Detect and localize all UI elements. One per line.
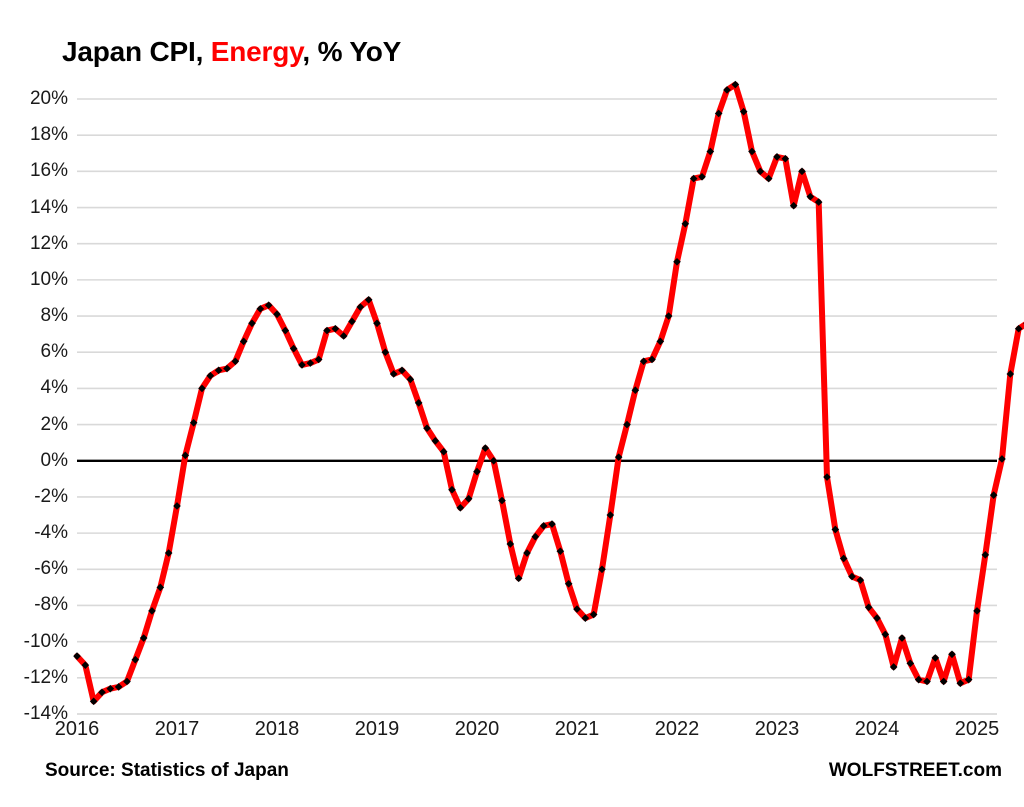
y-axis-tick-label: -10%	[23, 630, 68, 652]
x-axis-tick-label: 2019	[354, 718, 400, 740]
x-axis-tick-label: 2025	[954, 718, 1000, 740]
gridlines	[77, 98, 997, 715]
footer-brand: WOLFSTREET.com	[828, 760, 1002, 781]
x-axis-tick-label: 2022	[654, 718, 700, 740]
y-axis-tick-label: 18%	[29, 124, 68, 146]
y-axis-tick-label: -6%	[34, 558, 68, 580]
y-axis-tick-label: 20%	[29, 88, 68, 109]
y-axis-tick-label: 14%	[29, 196, 68, 218]
title-prefix: Japan CPI,	[62, 36, 211, 67]
x-axis-tick-label: 2016	[54, 718, 100, 740]
y-axis-tick-label: 10%	[29, 268, 68, 290]
x-axis-tick-label: 2018	[254, 718, 300, 740]
x-axis-tick-label: 2020	[454, 718, 500, 740]
x-axis-tick-label: 2021	[554, 718, 600, 740]
series-line-energy	[74, 81, 1024, 705]
title-suffix: , % YoY	[302, 36, 402, 67]
y-axis-tick-label: 6%	[40, 341, 68, 363]
y-axis-tick-label: -8%	[34, 594, 68, 616]
series-markers	[73, 80, 1024, 706]
title-accent-energy: Energy	[210, 36, 303, 67]
x-axis-tick-label: 2023	[754, 718, 800, 740]
y-axis-tick-label: 2%	[40, 413, 68, 435]
y-axis-tick-label: 0%	[40, 449, 68, 471]
x-axis-tick-label: 2017	[154, 718, 200, 740]
y-axis-tick-label: -12%	[23, 666, 68, 688]
y-axis-tick-label: 8%	[40, 305, 68, 327]
y-axis-tick-label: 12%	[29, 232, 68, 254]
footer-source: Source: Statistics of Japan	[45, 760, 289, 781]
y-axis-tick-label: 16%	[29, 160, 68, 182]
y-axis-tick-label: -14%	[23, 703, 68, 724]
y-axis-tick-label: -4%	[34, 522, 68, 544]
page-title: Japan CPI, Energy, % YoY	[62, 36, 401, 68]
x-axis-tick-label: 2024	[854, 718, 900, 740]
y-axis-tick-label: -2%	[34, 485, 68, 507]
y-axis-tick-label: 4%	[40, 377, 68, 399]
